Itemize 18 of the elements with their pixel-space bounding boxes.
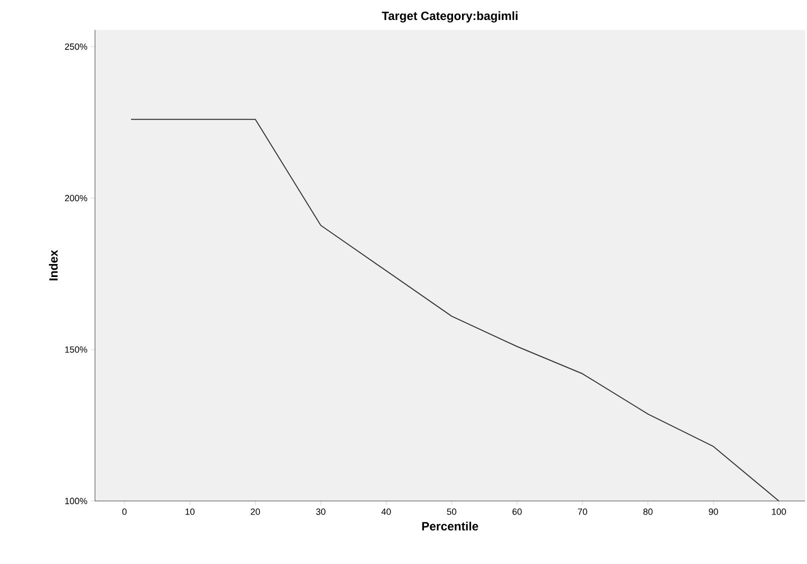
y-tick-label: 200%	[65, 194, 88, 202]
x-tick-label: 50	[447, 508, 456, 515]
x-tick-label: 10	[186, 508, 195, 515]
y-tick-label: 150%	[65, 346, 88, 353]
x-tick-label: 30	[316, 508, 326, 515]
x-tick-label: 80	[643, 508, 653, 515]
x-tick-label: 70	[578, 508, 588, 515]
y-tick-label: 100%	[65, 498, 88, 504]
x-tick-label: 90	[708, 508, 718, 515]
chart-title: Target Category:bagimli	[382, 11, 518, 22]
y-axis-title: Index	[48, 250, 58, 280]
x-axis-title: Percentile	[422, 522, 478, 530]
x-tick-label: 100	[772, 508, 786, 515]
x-tick-label: 40	[381, 508, 391, 515]
x-tick-label: 0	[122, 508, 127, 515]
y-tick-label: 250%	[65, 43, 88, 50]
x-tick-label: 60	[512, 508, 522, 515]
x-tick-label: 20	[250, 508, 260, 515]
